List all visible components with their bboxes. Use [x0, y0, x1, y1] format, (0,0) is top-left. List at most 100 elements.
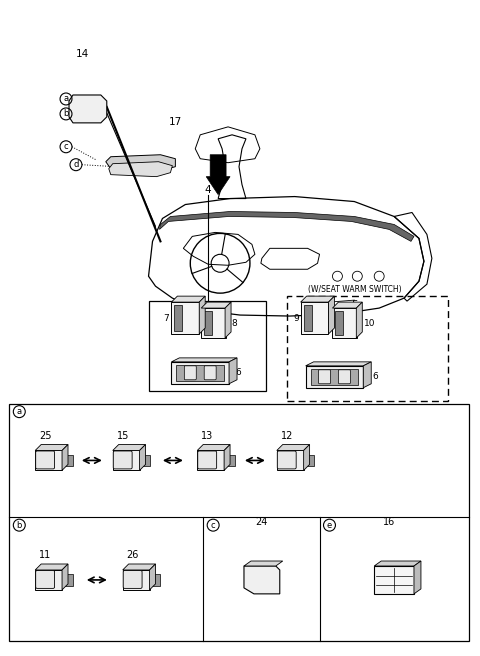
Polygon shape: [244, 566, 280, 594]
Text: 24: 24: [256, 517, 268, 527]
Bar: [336, 311, 343, 335]
Bar: [287, 296, 448, 401]
Text: 16: 16: [383, 517, 395, 527]
Bar: [60, 455, 72, 466]
Text: 4: 4: [205, 184, 212, 195]
FancyBboxPatch shape: [338, 370, 350, 384]
Text: 17: 17: [169, 117, 182, 127]
Polygon shape: [356, 302, 362, 338]
Polygon shape: [159, 211, 414, 241]
Text: 8: 8: [231, 319, 237, 327]
Polygon shape: [106, 155, 175, 171]
Text: 13: 13: [201, 430, 213, 441]
Text: 14: 14: [76, 49, 90, 59]
Text: a: a: [17, 407, 22, 416]
Bar: [148, 301, 266, 391]
Bar: [222, 455, 235, 466]
Polygon shape: [35, 451, 62, 470]
Bar: [174, 305, 182, 331]
Polygon shape: [306, 362, 371, 366]
Bar: [9, 403, 468, 641]
Polygon shape: [229, 358, 237, 384]
Polygon shape: [224, 445, 230, 470]
Text: 7: 7: [164, 314, 169, 323]
Bar: [60, 574, 72, 586]
Text: 25: 25: [39, 430, 51, 441]
Polygon shape: [109, 162, 172, 176]
Text: 9: 9: [293, 314, 299, 323]
FancyBboxPatch shape: [184, 366, 196, 380]
Text: 26: 26: [126, 550, 139, 560]
Polygon shape: [69, 95, 107, 123]
Text: (W/SEAT WARM SWITCH): (W/SEAT WARM SWITCH): [308, 285, 401, 294]
Polygon shape: [363, 362, 371, 388]
Bar: [75, 101, 89, 117]
Polygon shape: [206, 155, 230, 195]
Bar: [306, 366, 363, 388]
Polygon shape: [123, 570, 150, 590]
Bar: [333, 308, 357, 338]
Bar: [91, 103, 101, 115]
Polygon shape: [414, 561, 421, 594]
Bar: [311, 369, 358, 385]
FancyBboxPatch shape: [198, 451, 216, 469]
FancyBboxPatch shape: [36, 451, 55, 469]
Polygon shape: [35, 570, 62, 590]
FancyBboxPatch shape: [319, 370, 330, 384]
Polygon shape: [201, 302, 231, 308]
Bar: [147, 574, 160, 586]
Polygon shape: [171, 296, 205, 302]
Polygon shape: [197, 445, 230, 451]
Polygon shape: [62, 445, 68, 470]
Polygon shape: [333, 302, 362, 308]
Text: 12: 12: [280, 430, 293, 441]
FancyBboxPatch shape: [204, 366, 216, 380]
Text: a: a: [63, 94, 69, 104]
Bar: [171, 362, 229, 384]
Bar: [138, 455, 150, 466]
Polygon shape: [277, 451, 304, 470]
Polygon shape: [113, 451, 140, 470]
Polygon shape: [300, 296, 335, 302]
Polygon shape: [328, 296, 335, 334]
Bar: [204, 311, 212, 335]
Bar: [201, 308, 226, 338]
Polygon shape: [197, 451, 224, 470]
Text: c: c: [211, 521, 216, 529]
Bar: [171, 302, 199, 334]
FancyBboxPatch shape: [123, 571, 142, 588]
Polygon shape: [35, 564, 68, 570]
Polygon shape: [150, 564, 156, 590]
Text: b: b: [63, 110, 69, 119]
Bar: [176, 365, 224, 380]
Polygon shape: [199, 296, 205, 334]
FancyBboxPatch shape: [36, 571, 55, 588]
Bar: [301, 455, 314, 466]
Polygon shape: [374, 561, 421, 566]
Polygon shape: [277, 445, 310, 451]
Text: 15: 15: [117, 430, 129, 441]
Text: 6: 6: [235, 368, 241, 377]
Text: c: c: [64, 142, 68, 152]
Polygon shape: [304, 445, 310, 470]
Text: 5: 5: [351, 300, 358, 310]
Polygon shape: [140, 445, 145, 470]
Text: e: e: [327, 521, 332, 529]
Text: 10: 10: [364, 319, 376, 327]
Text: 6: 6: [372, 373, 378, 381]
FancyBboxPatch shape: [277, 451, 296, 469]
Polygon shape: [62, 564, 68, 590]
Bar: [374, 566, 414, 594]
Polygon shape: [244, 561, 283, 566]
Bar: [304, 305, 312, 331]
Polygon shape: [171, 358, 237, 362]
Bar: [300, 302, 328, 334]
Polygon shape: [35, 445, 68, 451]
Text: 11: 11: [39, 550, 51, 560]
Bar: [250, 572, 274, 588]
Text: b: b: [17, 521, 22, 529]
Polygon shape: [113, 445, 145, 451]
Polygon shape: [225, 302, 231, 338]
Polygon shape: [123, 564, 156, 570]
Text: d: d: [73, 160, 79, 169]
